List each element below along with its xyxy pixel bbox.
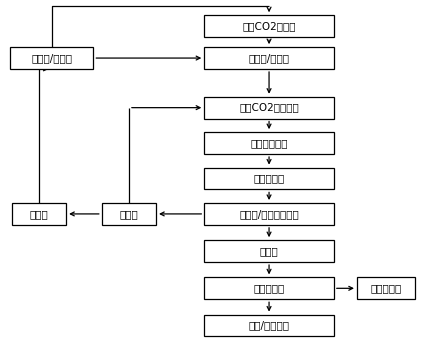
Text: 发电机: 发电机 [260, 246, 278, 256]
Text: 回热器: 回热器 [120, 209, 139, 219]
Text: 供电网外卖: 供电网外卖 [370, 283, 402, 293]
FancyBboxPatch shape [204, 240, 334, 262]
FancyBboxPatch shape [10, 47, 93, 69]
Text: 压缩机/高压泵: 压缩机/高压泵 [31, 53, 72, 63]
FancyBboxPatch shape [102, 203, 156, 225]
FancyBboxPatch shape [204, 315, 334, 337]
Text: 稳流调节器: 稳流调节器 [253, 174, 285, 183]
Text: 涡轮机/活塞式膨胀机: 涡轮机/活塞式膨胀机 [239, 209, 299, 219]
Text: 冷却器: 冷却器 [29, 209, 48, 219]
FancyBboxPatch shape [204, 47, 334, 69]
FancyBboxPatch shape [204, 15, 334, 37]
FancyBboxPatch shape [204, 167, 334, 190]
FancyBboxPatch shape [204, 203, 334, 225]
Text: 液态CO2储存罐: 液态CO2储存罐 [242, 21, 296, 31]
FancyBboxPatch shape [204, 132, 334, 154]
Text: 高压泵/压缩机: 高压泵/压缩机 [248, 53, 290, 63]
FancyBboxPatch shape [12, 203, 66, 225]
Text: 供配电装置: 供配电装置 [253, 283, 285, 293]
FancyBboxPatch shape [357, 277, 416, 299]
FancyBboxPatch shape [204, 277, 334, 299]
Text: 聚光CO2蓄能装置: 聚光CO2蓄能装置 [239, 103, 299, 113]
Text: 生活/生产用电: 生活/生产用电 [248, 321, 290, 331]
FancyBboxPatch shape [204, 97, 334, 119]
Text: 透镜聚能装置: 透镜聚能装置 [250, 138, 288, 148]
